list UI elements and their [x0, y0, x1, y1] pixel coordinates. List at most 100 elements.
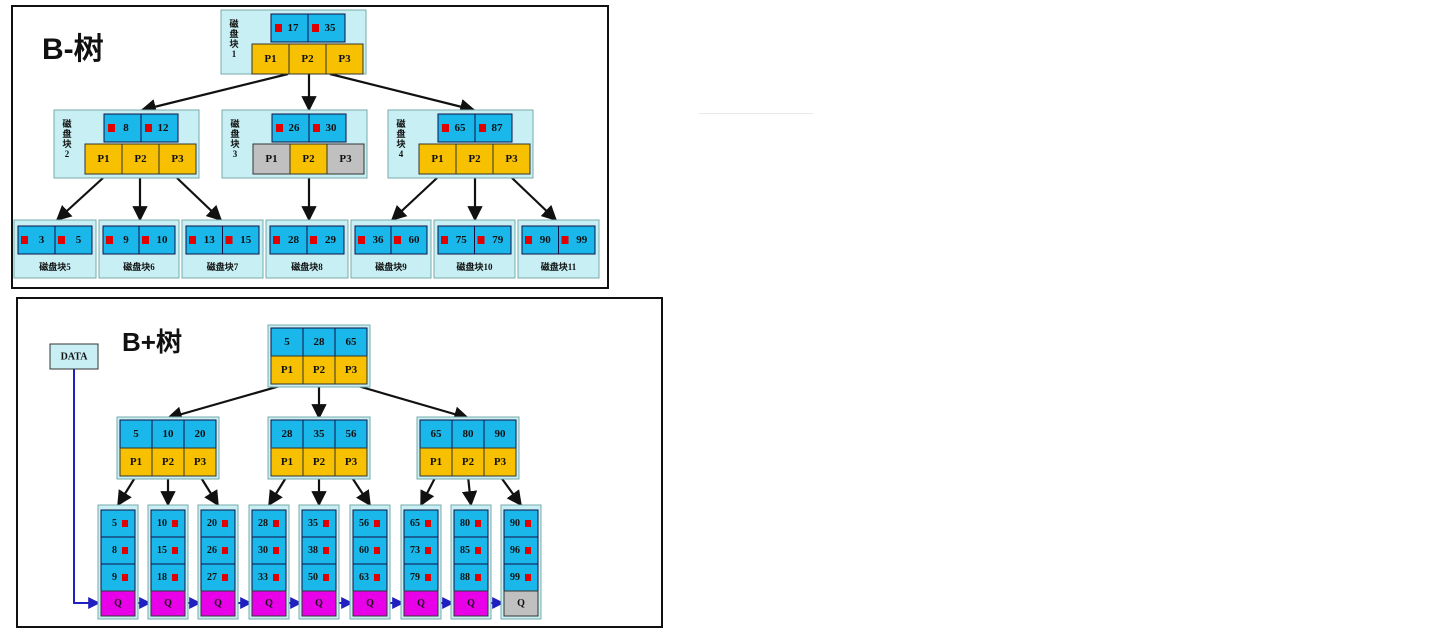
key-label: 8 [112, 545, 117, 556]
q-cell [100, 590, 136, 617]
key-cell [352, 536, 388, 565]
data-marker [525, 574, 531, 581]
pointer-label: P3 [345, 364, 358, 376]
bplus-leaf: 20 26 27 Q [197, 504, 239, 620]
data-marker [561, 236, 569, 244]
q-cell [352, 590, 388, 617]
key-cell [251, 536, 287, 565]
pointer-label: P3 [494, 456, 507, 468]
data-marker [58, 236, 65, 244]
disk-label-char: 1 [232, 49, 237, 59]
key-label: 10 [163, 428, 175, 440]
data-marker [222, 520, 228, 527]
btree-leaf: 75 79 磁盘块10 [433, 219, 516, 279]
data-box-rect [49, 343, 99, 370]
key-label: 15 [240, 234, 252, 246]
bplus-leaf: 80 85 88 Q [450, 504, 492, 620]
key-label: 9 [123, 234, 129, 246]
key-label: 65 [431, 428, 443, 440]
data-marker [425, 547, 431, 554]
btree-title: B-树 [42, 33, 104, 66]
data-marker [475, 574, 481, 581]
key-label: 28 [288, 234, 300, 246]
key-label: 17 [288, 22, 300, 34]
pointer-label: P1 [265, 153, 277, 165]
edge [390, 177, 438, 222]
disk-label-char: 块 [230, 138, 240, 149]
pointer-label: P3 [171, 153, 184, 165]
disk-label: 磁盘块5 [39, 261, 71, 272]
key-cell [119, 419, 153, 449]
btree-leaf: 9 10 磁盘块6 [98, 219, 180, 279]
key-cell [453, 563, 489, 592]
pointer-label: P2 [462, 456, 475, 468]
key-cell [403, 536, 439, 565]
pointer-label: P1 [281, 456, 293, 468]
disk-label-char: 4 [399, 149, 404, 159]
key-label: 5 [133, 428, 139, 440]
pointer-cell [251, 43, 290, 75]
key-label: 33 [258, 572, 268, 583]
key-label: 28 [258, 518, 268, 529]
key-label: 56 [359, 518, 369, 529]
key-cell [503, 563, 539, 592]
data-marker [225, 236, 233, 244]
edge [117, 475, 137, 507]
data-marker [477, 236, 485, 244]
btree-leaf: 3 5 磁盘块5 [13, 219, 97, 279]
data-marker [273, 574, 279, 581]
key-label: 10 [157, 518, 167, 529]
disk-label: 磁盘块9 [375, 261, 407, 272]
key-label: 88 [460, 572, 470, 583]
q-label: Q [214, 598, 222, 609]
divider-line [699, 113, 813, 114]
edge [55, 177, 104, 222]
data-marker [475, 520, 481, 527]
data-marker [222, 547, 228, 554]
pointer-cell [418, 143, 457, 175]
btree-node-root: 磁盘块1 17 35 P1 P2 P3 [220, 9, 367, 75]
data-marker [425, 574, 431, 581]
key-label: 26 [207, 545, 217, 556]
q-label: Q [315, 598, 323, 609]
key-cell [270, 327, 304, 357]
key-label: 96 [510, 545, 520, 556]
key-label: 79 [492, 234, 504, 246]
bplus-leaf: 35 38 50 Q [298, 504, 340, 620]
bplustree-title: B+树 [122, 327, 182, 357]
bplus-leaf: 56 60 63 Q [349, 504, 391, 620]
key-label: 35 [308, 518, 318, 529]
pointer-label: P2 [162, 456, 175, 468]
key-cell [302, 419, 336, 449]
key-cell [200, 563, 236, 592]
disk-label: 磁盘块7 [207, 261, 239, 272]
key-cell [419, 419, 453, 449]
data-marker [275, 24, 282, 32]
btree-leaf: 13 15 磁盘块7 [181, 219, 264, 279]
data-marker [145, 124, 152, 132]
key-label: 28 [314, 336, 326, 348]
disk-label-char: 2 [65, 149, 70, 159]
pointer-cell [302, 447, 336, 477]
data-marker [394, 236, 401, 244]
key-label: 60 [359, 545, 369, 556]
key-label: 26 [289, 122, 301, 134]
key-label: 35 [314, 428, 326, 440]
pointer-cell [483, 447, 517, 477]
key-label: 85 [460, 545, 470, 556]
q-label: Q [517, 598, 525, 609]
disk-label-char: 块 [229, 38, 239, 49]
key-cell [102, 225, 140, 255]
data-box: DATA [49, 343, 99, 370]
bplus-leaf: 65 73 79 Q [400, 504, 442, 620]
key-cell [183, 419, 217, 449]
pointer-label: P2 [302, 153, 315, 165]
key-cell [403, 509, 439, 538]
disk-label: 磁盘块10 [456, 261, 493, 272]
pointer-cell [183, 447, 217, 477]
key-cell [200, 536, 236, 565]
pointer-cell [302, 355, 336, 385]
